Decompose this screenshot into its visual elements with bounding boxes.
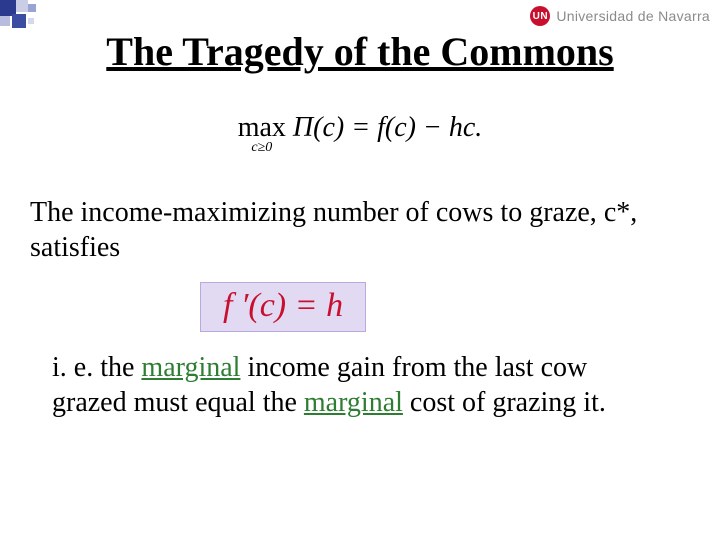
decor-square (12, 14, 26, 28)
equation-profit-max: max c≥0 Π(c) = f(c) − hc. (0, 112, 720, 156)
slide-title: The Tragedy of the Commons (0, 28, 720, 75)
max-operator: max c≥0 (238, 112, 286, 156)
max-label: max (238, 112, 286, 143)
equation-body: Π(c) = f(c) − hc. (293, 112, 482, 143)
equation-foc-container: f ′(c) = h (200, 282, 366, 332)
university-name: Universidad de Navarra (556, 8, 710, 24)
decor-square (0, 16, 10, 26)
slide-title-text: The Tragedy of the Commons (106, 29, 613, 74)
marginal-word-1: marginal (141, 352, 240, 383)
decor-square (28, 18, 34, 24)
paragraph-interpretation: i. e. the marginal income gain from the … (52, 350, 668, 420)
university-brand: UN Universidad de Navarra (530, 6, 710, 26)
decor-square (16, 0, 28, 12)
decor-square (28, 4, 36, 12)
marginal-word-2: marginal (304, 387, 403, 418)
para2-suffix: cost of grazing it. (403, 387, 606, 418)
paragraph-income-max: The income-maximizing number of cows to … (30, 195, 690, 265)
university-badge: UN (530, 6, 550, 26)
para1-line1: The income-maximizing number of cows to … (30, 197, 604, 228)
para2-prefix: i. e. the (52, 352, 141, 383)
equation-foc: f ′(c) = h (200, 282, 366, 332)
